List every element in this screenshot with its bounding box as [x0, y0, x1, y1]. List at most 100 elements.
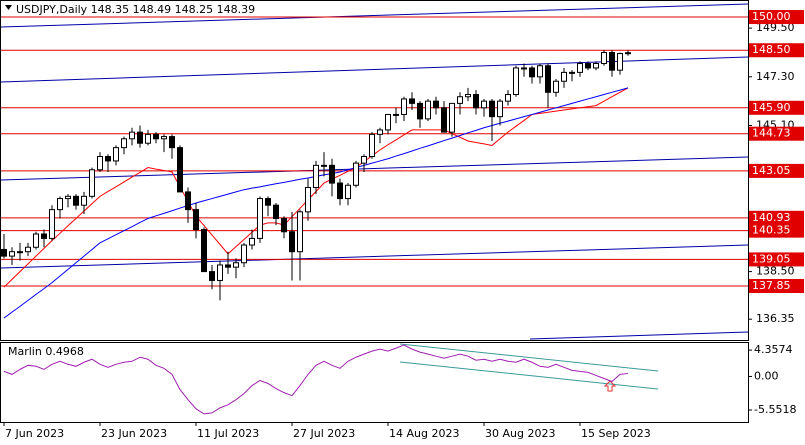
candle-body [353, 162, 359, 186]
level-label: 140.35 [752, 224, 791, 237]
indicator-line [3, 344, 629, 415]
candle-body [177, 147, 183, 193]
level-label-box [749, 252, 804, 267]
level-label-box [749, 100, 804, 115]
level-label-box [749, 163, 804, 178]
candle-body [417, 102, 423, 120]
candle-body [465, 94, 471, 98]
level-label-box [749, 43, 804, 58]
trendline [1, 56, 748, 83]
y-tick-label: -5.5518 [754, 403, 796, 416]
x-tick-label: 23 Jun 2023 [101, 427, 167, 440]
candle-body [433, 100, 439, 109]
candle-body [297, 211, 303, 253]
candle-body [505, 94, 511, 102]
candle-body [305, 186, 311, 213]
level-label: 143.05 [752, 164, 791, 177]
candle-body [625, 52, 631, 55]
level-label: 137.85 [752, 279, 791, 292]
candle-body [449, 102, 455, 133]
candle-body [97, 155, 103, 171]
candle-body [1, 248, 7, 257]
candle-body [473, 94, 479, 109]
candle-body [529, 67, 535, 78]
candle-body [113, 147, 119, 162]
main-frame [0, 0, 749, 341]
level-label-box [749, 126, 804, 141]
trendline [1, 156, 748, 181]
candle-body [409, 98, 415, 104]
level-label-box [749, 278, 804, 293]
level-label: 140.93 [752, 211, 791, 224]
trendlines [1, 3, 748, 340]
trendline [529, 331, 748, 340]
level-label: 148.50 [752, 43, 791, 56]
plot-layer: 149.50147.30145.10138.50136.35150.00148.… [1, 10, 804, 440]
level-label-box [749, 10, 804, 25]
level-label: 144.73 [752, 127, 791, 140]
candle-body [41, 233, 47, 239]
candle-body [545, 65, 551, 93]
trendline [399, 343, 659, 372]
x-tick-label: 11 Jul 2023 [197, 427, 259, 440]
candle-body [369, 133, 375, 157]
candle-body [153, 133, 159, 140]
candle-body [441, 107, 447, 133]
indicator-trendlines [399, 343, 659, 390]
candle-body [481, 100, 487, 109]
y-tick-label: 4.3574 [754, 343, 793, 356]
candle-body [217, 264, 223, 281]
candle-body [201, 229, 207, 273]
y-tick-label: 138.50 [756, 265, 795, 278]
candle-body [281, 217, 287, 233]
candle-body [617, 53, 623, 71]
level-label: 145.90 [752, 101, 791, 114]
level-label-box [749, 223, 804, 238]
y-tick-label: 136.35 [756, 312, 795, 325]
candle-body [209, 271, 215, 281]
candle-body [313, 164, 319, 188]
candle-body [497, 100, 503, 118]
candle-body [521, 67, 527, 70]
candle-body [225, 264, 231, 268]
candle-body [345, 184, 351, 200]
x-tick-label: 14 Aug 2023 [389, 427, 459, 440]
candle-body [65, 195, 71, 200]
candle-body [385, 113, 391, 131]
candle-body [57, 198, 63, 211]
candle-body [601, 51, 607, 65]
candle-body [561, 71, 567, 82]
candle-body [257, 198, 263, 239]
candle-body [145, 133, 151, 144]
candle-body [161, 136, 167, 140]
candle-body [249, 237, 255, 246]
candle-body [553, 80, 559, 93]
candle-body [33, 233, 39, 248]
chart-title: USDJPY,Daily 148.35 148.49 148.25 148.39 [16, 3, 255, 16]
candle-body [337, 182, 343, 200]
candle-body [241, 244, 247, 264]
level-label: 150.00 [752, 10, 791, 23]
trendline [1, 244, 748, 269]
indicator-frame [0, 342, 749, 423]
x-tick-label: 15 Sep 2023 [581, 427, 651, 440]
candle-body [321, 164, 327, 167]
x-tick-label: 7 Jun 2023 [5, 427, 64, 440]
x-tick-label: 27 Jul 2023 [293, 427, 355, 440]
candle-body [129, 131, 135, 140]
candle-body [25, 246, 31, 253]
candle-body [569, 71, 575, 74]
candle-body [401, 98, 407, 115]
candle-body [377, 129, 383, 135]
candle-body [73, 195, 79, 206]
indicator-title: Marlin 0.4968 [8, 345, 84, 358]
candle-body [609, 51, 615, 71]
candle-body [537, 65, 543, 78]
candle-body [49, 209, 55, 239]
candle-body [329, 164, 335, 184]
trendline [399, 361, 659, 390]
candle-body [393, 113, 399, 116]
main-plot [1, 16, 748, 319]
candle-body [425, 100, 431, 120]
candle-body [185, 191, 191, 211]
